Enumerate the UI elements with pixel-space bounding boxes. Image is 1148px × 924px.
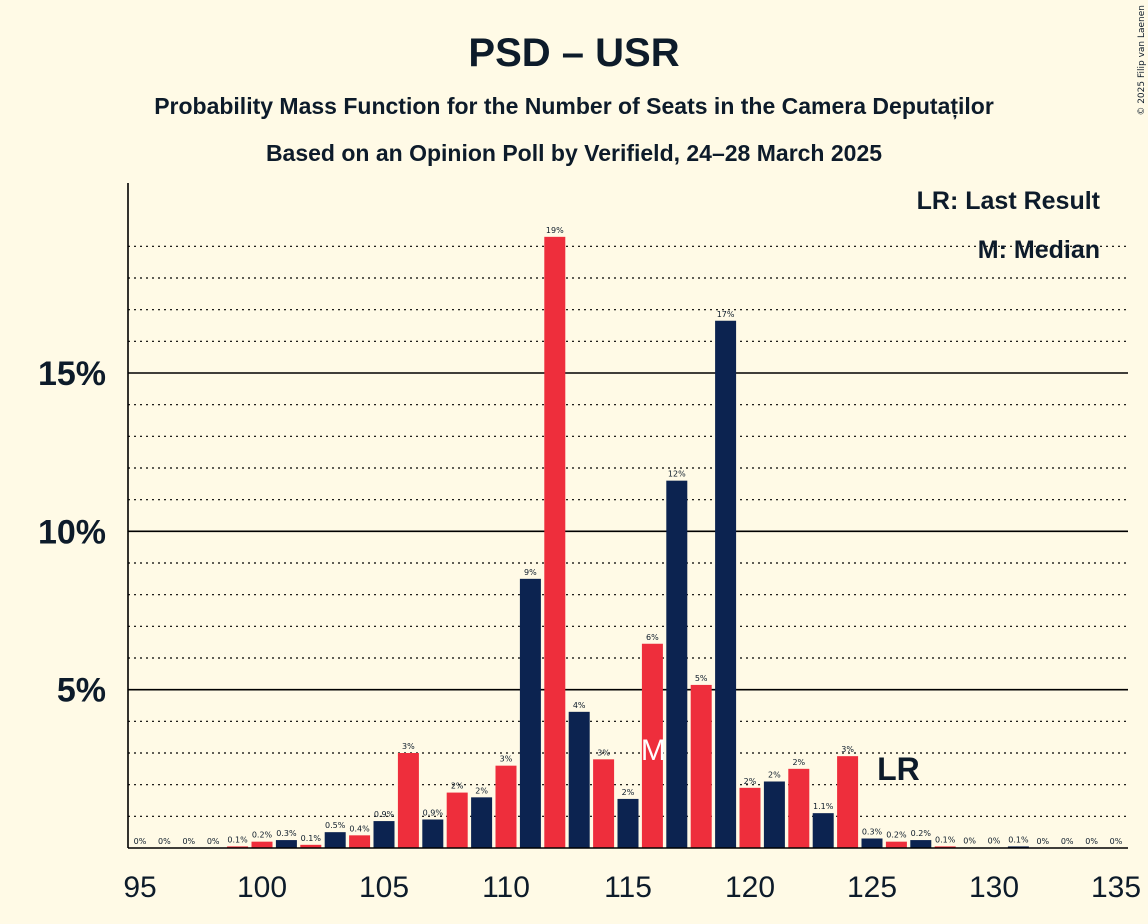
x-tick-label: 110 bbox=[482, 871, 530, 904]
x-tick-label: 120 bbox=[725, 871, 775, 904]
bar-value-label: 0.9% bbox=[374, 810, 395, 819]
bar-value-label: 0.1% bbox=[1008, 835, 1029, 844]
bar bbox=[910, 840, 932, 848]
bar bbox=[837, 756, 859, 848]
bar bbox=[763, 781, 785, 848]
bar-value-label: 3% bbox=[500, 755, 513, 764]
y-tick-label: 5% bbox=[57, 672, 106, 710]
bar bbox=[666, 480, 688, 848]
bar-value-label: 2% bbox=[475, 786, 488, 795]
bar-value-label: 0.3% bbox=[276, 829, 297, 838]
last-result-marker: LR bbox=[877, 751, 920, 787]
chart-subtitle-2: Based on an Opinion Poll by Verifield, 2… bbox=[266, 140, 882, 166]
copyright-credit: © 2025 Filip van Laenen bbox=[1137, 5, 1147, 116]
bar-value-label: 2% bbox=[622, 788, 635, 797]
bar bbox=[324, 832, 346, 848]
bar-value-label: 12% bbox=[668, 470, 686, 479]
bar-value-label: 9% bbox=[524, 568, 537, 577]
bar-value-label: 0% bbox=[963, 837, 976, 846]
bar-value-label: 2% bbox=[768, 771, 781, 780]
bar-value-label: 0.2% bbox=[886, 831, 907, 840]
bar bbox=[593, 759, 615, 848]
bar-value-label: 0.4% bbox=[349, 824, 370, 833]
bar bbox=[544, 236, 566, 849]
bar bbox=[519, 578, 541, 848]
bar-value-label: 0.9% bbox=[423, 809, 444, 818]
bar-value-label: 0% bbox=[1085, 837, 1098, 846]
bar bbox=[739, 787, 761, 848]
bar-value-label: 0.5% bbox=[325, 821, 346, 830]
bar bbox=[397, 753, 419, 848]
bar-value-label: 17% bbox=[717, 310, 735, 319]
bar-value-label: 2% bbox=[451, 782, 464, 791]
bar-value-label: 0% bbox=[1110, 837, 1123, 846]
bar-value-label: 0% bbox=[158, 837, 171, 846]
x-tick-label: 100 bbox=[237, 871, 287, 904]
bar-value-label: 0% bbox=[1036, 837, 1049, 846]
bar bbox=[715, 320, 737, 848]
bar-value-label: 6% bbox=[646, 633, 659, 642]
bar-value-label: 0.1% bbox=[935, 835, 956, 844]
bar bbox=[861, 838, 883, 848]
x-tick-label: 95 bbox=[123, 871, 156, 904]
bar bbox=[812, 813, 834, 848]
bar bbox=[495, 765, 517, 848]
bar-value-label: 3% bbox=[841, 745, 854, 754]
bar bbox=[471, 797, 493, 848]
bar-value-label: 19% bbox=[546, 226, 564, 235]
bar-value-label: 2% bbox=[792, 758, 805, 767]
bar bbox=[349, 835, 371, 848]
markers: M LR bbox=[641, 734, 920, 787]
x-tick-label: 115 bbox=[604, 871, 652, 904]
y-tick-label: 15% bbox=[38, 355, 106, 393]
bar bbox=[373, 821, 395, 848]
bars bbox=[227, 236, 1029, 849]
bar-value-label: 1.1% bbox=[813, 802, 834, 811]
y-tick-label: 10% bbox=[38, 513, 106, 551]
bar-value-label: 0.1% bbox=[227, 835, 248, 844]
bar-value-label: 0% bbox=[182, 837, 195, 846]
bar-value-label: 0.3% bbox=[862, 828, 883, 837]
bar-value-label: 5% bbox=[695, 674, 708, 683]
bar-value-label: 0% bbox=[207, 837, 220, 846]
bar bbox=[788, 768, 810, 848]
legend-median: M: Median bbox=[978, 236, 1100, 264]
bar-value-label: 2% bbox=[744, 777, 757, 786]
x-tick-label: 130 bbox=[969, 871, 1019, 904]
bar bbox=[446, 792, 468, 848]
x-tick-label: 125 bbox=[847, 871, 897, 904]
legend-last-result: LR: Last Result bbox=[917, 187, 1101, 215]
bar-value-label: 0% bbox=[134, 837, 147, 846]
bar-value-label: 3% bbox=[597, 748, 610, 757]
bar-value-label: 0.2% bbox=[911, 829, 932, 838]
bar-labels: 0% 0% 0% 0% 0.1%0.2% 0.3%0.1%0.5% 0.4%0.9%3%0.… bbox=[134, 226, 1123, 846]
bar-value-label: 4% bbox=[573, 701, 586, 710]
chart-title: PSD – USR bbox=[468, 31, 679, 75]
bar-value-label: 0% bbox=[988, 837, 1001, 846]
x-tick-label: 135 bbox=[1091, 871, 1141, 904]
bar bbox=[568, 711, 590, 848]
bar-value-label: 0.2% bbox=[252, 831, 273, 840]
bar bbox=[690, 684, 712, 848]
bar bbox=[617, 798, 639, 848]
bar bbox=[641, 643, 663, 848]
bar bbox=[275, 840, 297, 848]
tick-labels: 95 100 105 110 115 120 125 130 135 5% 10% 15% bbox=[38, 355, 1141, 904]
bar bbox=[300, 844, 322, 848]
bar bbox=[251, 841, 273, 848]
grid-lines bbox=[128, 245, 1128, 817]
chart-subtitle: Probability Mass Function for the Number… bbox=[154, 93, 994, 120]
bar bbox=[885, 841, 907, 848]
bar-value-label: 0% bbox=[1061, 837, 1074, 846]
bar-value-label: 3% bbox=[402, 742, 415, 751]
median-marker: M bbox=[641, 734, 666, 767]
bar-value-label: 0.1% bbox=[301, 834, 322, 843]
bar bbox=[422, 819, 444, 848]
axes bbox=[127, 183, 1128, 849]
x-tick-label: 105 bbox=[359, 871, 409, 904]
